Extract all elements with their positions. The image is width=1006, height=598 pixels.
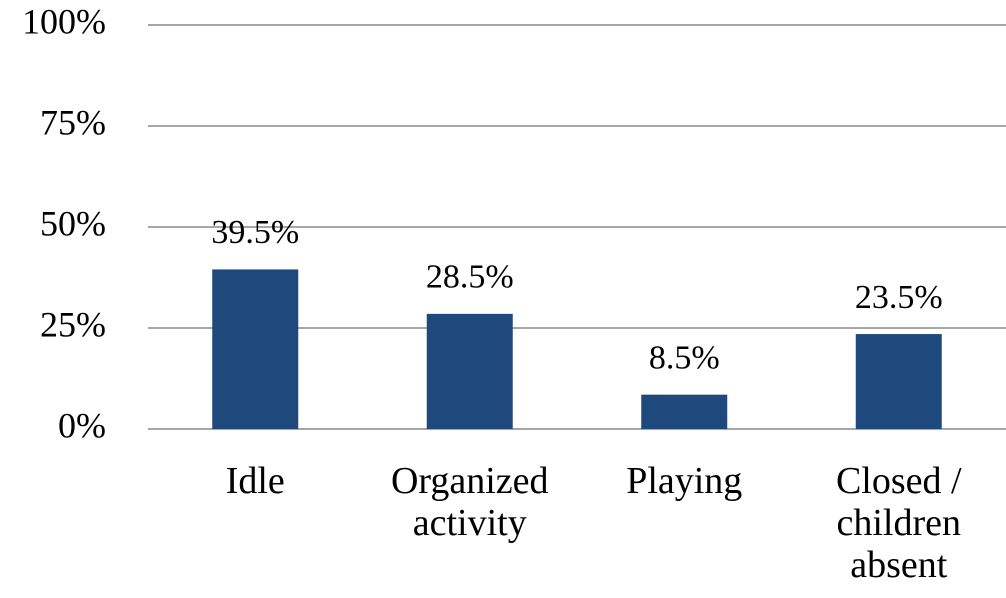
y-tick-label: 25% (40, 304, 106, 344)
x-tick-label: Idle (225, 460, 285, 502)
y-tick-label: 50% (40, 203, 106, 243)
bar (855, 334, 942, 429)
bar (212, 269, 299, 429)
data-label: 28.5% (426, 259, 514, 296)
x-tick-label: Closed / children absent (835, 460, 962, 586)
bar (641, 394, 728, 429)
data-label: 39.5% (211, 214, 299, 251)
bar (426, 313, 513, 429)
y-tick-label: 100% (22, 1, 106, 41)
x-tick-label: Playing (626, 460, 743, 502)
y-tick-label: 0% (58, 405, 106, 445)
y-tick-label: 75% (40, 102, 106, 142)
x-tick-label: Organized activity (390, 460, 549, 544)
data-label: 23.5% (855, 279, 943, 316)
data-label: 8.5% (649, 339, 720, 376)
